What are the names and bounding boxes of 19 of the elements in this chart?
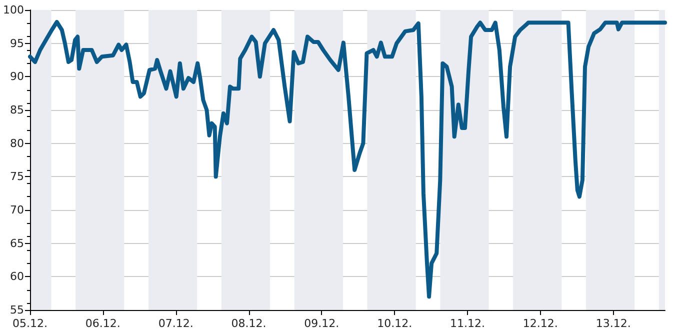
x-tick-label: 09.12. (304, 317, 340, 330)
y-tick-label: 55 (10, 304, 24, 316)
x-tick-label: 05.12. (12, 317, 48, 330)
y-tick-label: 65 (10, 236, 24, 250)
x-tick-label: 06.12. (85, 317, 120, 330)
y-tick-label: 80 (10, 136, 24, 150)
y-tick-label: 60 (10, 270, 24, 284)
x-tick-label: 13.12. (596, 317, 631, 330)
y-tick-label: 70 (10, 204, 24, 216)
x-tick-label: 10.12. (377, 317, 412, 330)
x-tick-label: 11.12. (450, 317, 486, 330)
y-tick-label: 75 (10, 170, 24, 184)
y-tick-label: 85 (10, 104, 24, 116)
x-tick-label: 08.12. (231, 317, 266, 330)
x-tick-label: 12.12. (522, 317, 558, 330)
y-tick-label: 90 (10, 70, 24, 84)
y-tick-label: 95 (10, 36, 24, 50)
y-tick-label: 100 (3, 4, 24, 16)
x-tick-label: 07.12. (158, 317, 194, 330)
